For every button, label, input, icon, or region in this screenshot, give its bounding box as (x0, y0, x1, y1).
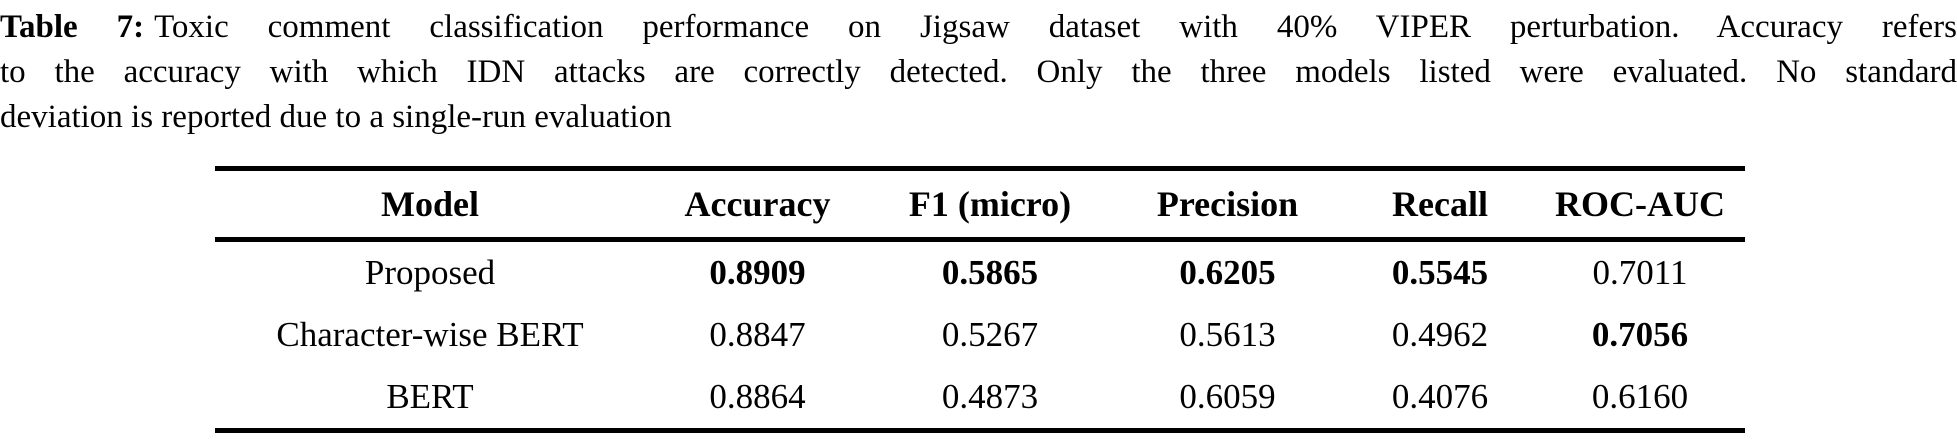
caption-label: Table 7: (0, 9, 145, 45)
cell-recall: 0.4962 (1391, 315, 1489, 354)
cell-recall: 0.5545 (1391, 253, 1489, 292)
caption-line-2: to the accuracy with which IDN attacks a… (0, 50, 1957, 95)
caption-text-line-2: to the accuracy with which IDN attacks a… (0, 54, 1957, 90)
header-row: Model Accuracy F1 (micro) Precision Reca… (215, 168, 1745, 242)
table-row-proposed: Proposed 0.8909 0.5865 0.6205 0.5545 0.7… (215, 240, 1745, 305)
caption-text-line-3: deviation is reported due to a single-ru… (0, 99, 672, 135)
cell-recall: 0.4076 (1391, 377, 1489, 416)
cell-accuracy: 0.8909 (709, 253, 806, 292)
cell-precision: 0.5613 (1179, 315, 1276, 354)
cell-precision: 0.6059 (1179, 377, 1276, 416)
caption-line-3: deviation is reported due to a single-ru… (0, 95, 1957, 140)
results-table: Model Accuracy F1 (micro) Precision Reca… (215, 166, 1745, 433)
cell-model: Character-wise BERT (276, 315, 584, 354)
caption-line-1: Table 7: Toxic comment classification per… (0, 5, 1957, 50)
caption-text-line-1: Toxic comment classification performance… (154, 9, 1957, 45)
cell-accuracy: 0.8864 (709, 377, 806, 416)
cell-f1-micro: 0.5865 (941, 253, 1039, 292)
column-header-accuracy: Accuracy (645, 168, 870, 242)
column-header-model: Model (215, 168, 645, 242)
cell-roc-auc: 0.7056 (1591, 315, 1689, 354)
column-header-recall: Recall (1345, 168, 1535, 242)
cell-f1-micro: 0.5267 (941, 315, 1039, 354)
column-header-roc-auc: ROC-AUC (1535, 168, 1745, 242)
column-header-precision: Precision (1110, 168, 1345, 242)
cell-model: BERT (386, 377, 474, 416)
cell-roc-auc: 0.7011 (1592, 253, 1688, 292)
cell-f1-micro: 0.4873 (941, 377, 1039, 416)
column-header-f1-micro: F1 (micro) (870, 168, 1110, 242)
cell-model: Proposed (364, 253, 496, 292)
cell-roc-auc: 0.6160 (1591, 377, 1689, 416)
cell-precision: 0.6205 (1179, 253, 1276, 292)
table-row-character-wise-bert: Character-wise BERT 0.8847 0.5267 0.5613… (215, 304, 1745, 366)
table-row-bert: BERT 0.8864 0.4873 0.6059 0.4076 0.6160 (215, 366, 1745, 431)
cell-accuracy: 0.8847 (709, 315, 806, 354)
table-caption: Table 7: Toxic comment classification per… (0, 0, 1957, 140)
